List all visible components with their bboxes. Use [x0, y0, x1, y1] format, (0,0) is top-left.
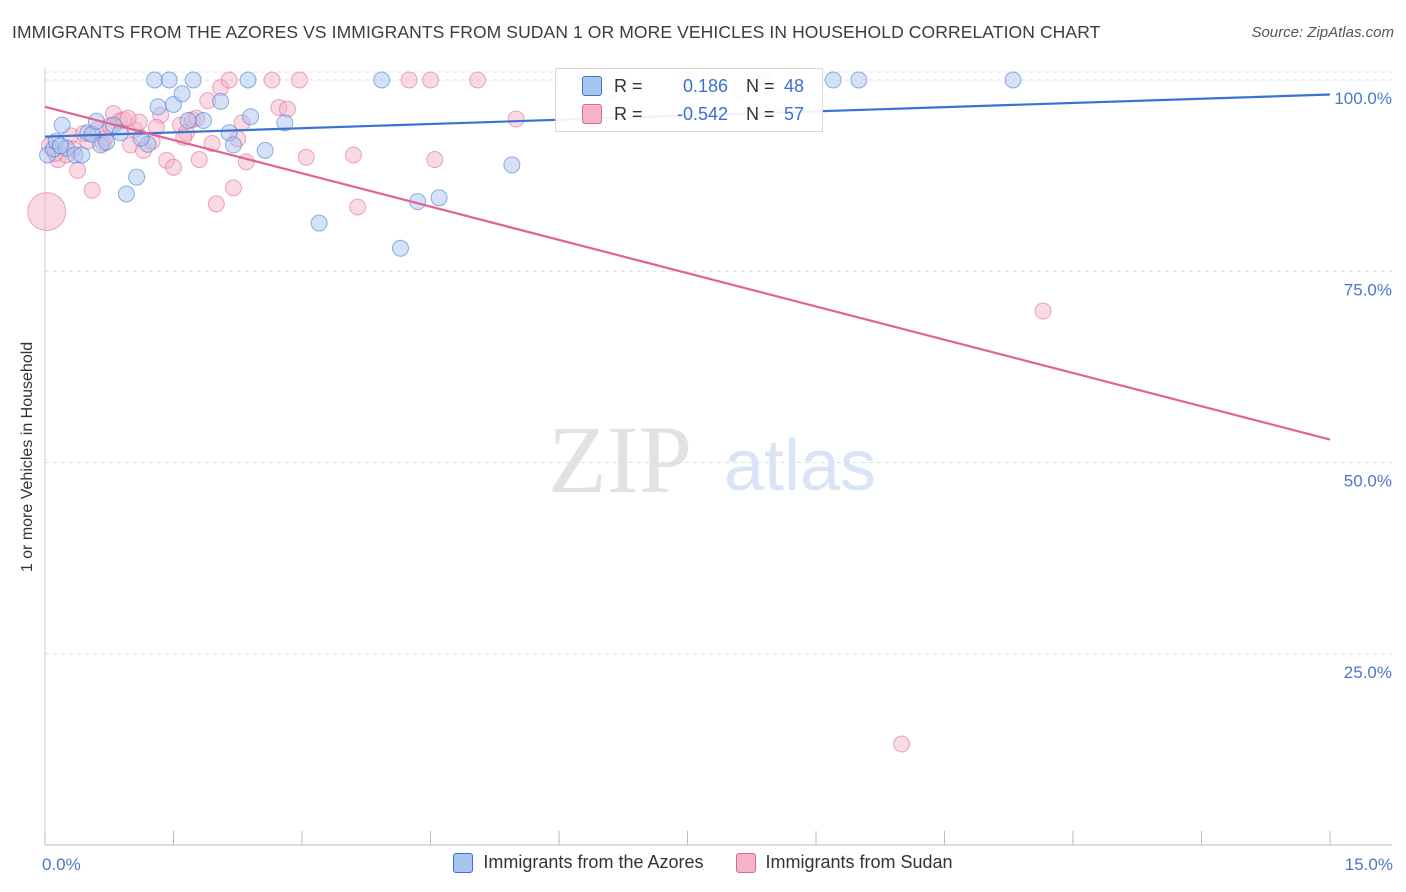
azores-point	[212, 92, 230, 110]
azores-point	[373, 71, 391, 89]
sudan-legend-swatch	[735, 852, 756, 873]
sudan-points	[27, 71, 1052, 753]
azores-point	[194, 112, 212, 130]
azores-point	[73, 146, 91, 164]
n-label: N =	[746, 75, 775, 96]
stats-row-azores: R = 0.186 N = 48	[582, 72, 804, 100]
azores-point	[149, 98, 167, 116]
sudan-point	[893, 735, 911, 753]
stats-row-sudan: R = -0.542 N = 57	[582, 100, 804, 128]
azores-point	[242, 108, 260, 126]
sudan-point	[27, 192, 67, 232]
azores-point	[430, 189, 448, 207]
sudan-point	[83, 181, 101, 199]
r-value: 0.186	[682, 75, 728, 96]
sudan-point	[69, 161, 87, 179]
legend-label-sudan: Immigrants from Sudan	[765, 852, 953, 872]
sudan-point	[297, 148, 315, 166]
sudan-point	[220, 71, 238, 89]
azores-point	[173, 85, 191, 103]
azores-legend-swatch	[453, 852, 474, 873]
sudan-point	[507, 110, 525, 128]
legend-entry-sudan[interactable]: Immigrants from Sudan	[735, 852, 953, 873]
sudan-point	[422, 71, 439, 89]
source-label: Source: ZipAtlas.com	[1251, 24, 1394, 41]
y-tick-label: 75.0%	[1344, 280, 1392, 299]
azores-point	[128, 168, 146, 186]
legend-entry-azores[interactable]: Immigrants from the Azores	[453, 852, 704, 873]
sudan-point	[203, 134, 221, 152]
azores-point	[117, 185, 135, 203]
y-tick-label: 100.0%	[1334, 89, 1392, 108]
azores-point	[146, 71, 164, 89]
sudan-point	[263, 71, 281, 89]
tick-labels: 25.0% 50.0% 75.0% 100.0% 0.0% 15.0%	[42, 89, 1393, 874]
azores-point	[160, 71, 178, 89]
azores-point	[224, 136, 242, 154]
azores-point	[850, 71, 868, 89]
sudan-point	[224, 179, 242, 197]
azores-point	[256, 141, 274, 159]
azores-point	[184, 71, 202, 89]
azores-point	[53, 116, 71, 134]
x-tick-label-min: 0.0%	[42, 855, 81, 874]
r-label: R =	[614, 103, 643, 124]
chart-title: IMMIGRANTS FROM THE AZORES VS IMMIGRANTS…	[12, 22, 1101, 42]
sudan-point	[426, 151, 444, 169]
correlation-legend: R = 0.186 N = 48 R = -0.542 N = 57	[555, 68, 823, 132]
watermark-atlas: atlas	[724, 426, 876, 506]
sudan-point	[344, 146, 362, 164]
azores-point	[51, 137, 69, 155]
azores-point	[824, 71, 842, 89]
y-tick-label: 50.0%	[1344, 472, 1392, 491]
sudan-swatch	[582, 104, 602, 124]
sudan-point	[1034, 302, 1052, 320]
r-label: R =	[614, 75, 643, 96]
sudan-point	[119, 109, 137, 127]
azores-swatch	[582, 76, 602, 96]
sudan-point	[165, 158, 182, 176]
sudan-point	[469, 71, 487, 89]
sudan-point	[349, 198, 367, 216]
sudan-point	[290, 71, 308, 89]
sudan-point	[207, 195, 225, 213]
n-value: 57	[784, 103, 805, 124]
legend-label-azores: Immigrants from the Azores	[483, 852, 704, 872]
azores-point	[239, 71, 257, 89]
sudan-point	[278, 100, 296, 118]
azores-point	[310, 214, 328, 232]
watermark-zip: ZIP	[548, 406, 692, 513]
azores-point	[503, 156, 521, 174]
azores-point	[392, 239, 410, 257]
r-value: -0.542	[676, 103, 728, 124]
azores-point	[179, 112, 197, 130]
sudan-point	[190, 151, 208, 169]
sudan-trend-line	[44, 105, 1331, 441]
axes	[44, 68, 1392, 846]
x-tick-label-max: 15.0%	[1345, 855, 1393, 874]
sudan-point	[237, 153, 255, 171]
series-legend: Immigrants from the Azores Immigrants fr…	[0, 852, 1406, 873]
y-tick-label: 25.0%	[1344, 663, 1392, 682]
azores-points	[39, 71, 1022, 257]
azores-point	[276, 114, 294, 132]
sudan-point	[400, 71, 418, 89]
n-label: N =	[746, 103, 775, 124]
n-value: 48	[784, 75, 805, 96]
azores-point	[98, 133, 116, 151]
azores-point	[1004, 71, 1022, 89]
